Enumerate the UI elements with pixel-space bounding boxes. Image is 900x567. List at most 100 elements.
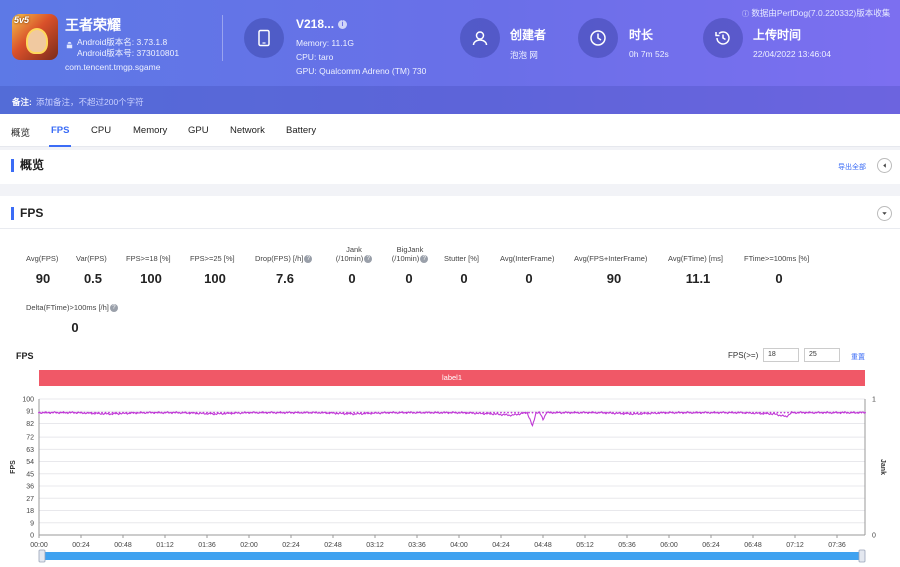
question-icon[interactable]: ? (109, 304, 118, 313)
question-icon[interactable]: ? (304, 255, 313, 264)
fps-data-point (444, 411, 446, 414)
fps-data-point (325, 411, 327, 414)
phone-icon (244, 18, 284, 58)
fps-section-title: FPS (11, 207, 43, 220)
y-tick-label: 63 (26, 447, 34, 454)
fps-data-point (472, 411, 474, 414)
fps-data-point (440, 411, 443, 414)
fps-data-point (150, 411, 152, 414)
fps-data-point (283, 411, 285, 414)
fps-data-point (608, 411, 611, 414)
note-input[interactable]: 添加备注，不超过200个字符 (36, 97, 144, 107)
metric-value-interframe: 0 (525, 271, 533, 286)
fps-data-point (573, 411, 576, 414)
fps-data-point (720, 411, 723, 414)
fps-data-point (755, 411, 758, 414)
fps-data-point (692, 411, 695, 414)
y-tick-label: 45 (26, 471, 34, 478)
device-cpu: CPU: taro (296, 52, 334, 62)
fps-data-point (115, 411, 117, 414)
fps-data-point (97, 411, 100, 414)
fps-data-point (129, 411, 131, 414)
fps-data-point (167, 411, 170, 414)
y-tick-label: 27 (26, 496, 34, 503)
fps-data-point (626, 411, 628, 414)
metric-bigjank: BigJank (/10min)? (387, 245, 433, 264)
fps-data-point (286, 411, 289, 414)
fps-data-point (332, 411, 334, 414)
fps-data-point (80, 411, 82, 414)
fps-data-point (461, 411, 464, 414)
fps-data-point (647, 411, 649, 414)
fps-data-point (724, 411, 726, 414)
fps-data-point (262, 411, 264, 414)
tab-gpu[interactable]: GPU (188, 125, 209, 136)
info-icon[interactable]: i (338, 20, 347, 29)
fps-data-point (59, 411, 61, 414)
reset-link[interactable]: 重置 (851, 354, 865, 361)
fps-data-point (864, 411, 866, 414)
fps-data-point (783, 411, 786, 414)
fps-data-point (423, 411, 425, 414)
chevron-down-icon (882, 212, 887, 215)
fps-data-point (829, 411, 831, 414)
fps-data-point (94, 411, 96, 414)
android-icon (65, 41, 74, 52)
fps-data-point (857, 411, 859, 414)
fps-data-point (192, 411, 194, 414)
fps-data-point (258, 411, 261, 414)
tab-network[interactable]: Network (230, 125, 265, 136)
fps-data-point (703, 411, 705, 414)
fps-data-point (801, 411, 803, 414)
fps-data-point (300, 411, 303, 414)
device-name: V218... (296, 17, 335, 31)
fps-data-point (391, 411, 394, 414)
x-tick-label: 03:36 (408, 542, 426, 549)
metric-value-var-fps: 0.5 (83, 271, 103, 286)
fps-data-point (363, 411, 366, 414)
tab-fps[interactable]: FPS (48, 125, 73, 147)
fps-data-point (311, 411, 313, 414)
fps-data-point (38, 411, 40, 414)
fps-data-point (549, 411, 551, 414)
range-slider-handle-left (38, 549, 46, 563)
fps-data-point (395, 411, 397, 414)
fps-data-point (272, 411, 275, 414)
clock-icon (578, 18, 618, 58)
fps-data-point (45, 411, 47, 414)
fps-data-point (248, 411, 250, 414)
tab-overview[interactable]: 概览 (11, 128, 31, 139)
fps-threshold-input-1[interactable]: 18 (763, 348, 799, 362)
collapse-fps-button[interactable] (877, 206, 892, 221)
fps-data-point (185, 411, 187, 414)
export-all-link[interactable]: 导出全部 (838, 164, 866, 171)
tab-cpu[interactable]: CPU (91, 125, 112, 136)
fps-data-point (213, 411, 215, 414)
fps-data-point (503, 411, 506, 414)
metric-label-fps18: FPS>=18 [%] (126, 254, 171, 263)
metric-drop-fps: Drop(FPS) [/h]? (255, 254, 319, 264)
fps-data-point (500, 411, 502, 414)
device-gpu: GPU: Qualcomm Adreno (TM) 730 (296, 66, 427, 76)
fps-data-point (825, 411, 828, 414)
fps-data-point (241, 411, 243, 414)
metric-label-jank: Jank (/10min) (335, 245, 364, 263)
tab-memory[interactable]: Memory (133, 125, 168, 136)
fps-data-point (752, 411, 754, 414)
fps-data-point (475, 411, 478, 414)
fps-data-point (580, 411, 583, 414)
fps-data-point (69, 411, 72, 414)
upload-title: 上传时间 (753, 28, 802, 42)
question-icon[interactable]: ? (364, 255, 373, 264)
fps-data-point (111, 411, 114, 414)
range-slider-handle-right (858, 549, 866, 563)
y-tick-label: 54 (26, 459, 34, 466)
question-icon[interactable]: ? (420, 255, 429, 264)
fps-threshold-input-2[interactable]: 25 (804, 348, 840, 362)
fps-data-point (52, 411, 54, 414)
tab-battery[interactable]: Battery (286, 125, 317, 136)
collapse-overview-button[interactable] (877, 158, 892, 173)
fps-data-point (143, 411, 145, 414)
metric-label-var-fps: Var(FPS) (76, 254, 107, 263)
fps-data-point (181, 411, 184, 414)
